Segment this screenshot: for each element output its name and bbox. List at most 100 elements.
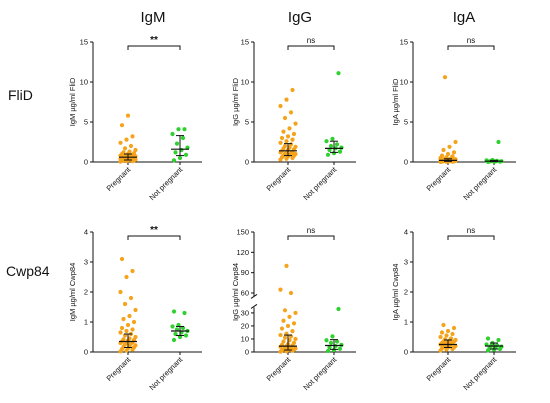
y-tick-label: 3 — [404, 258, 408, 267]
data-point — [447, 144, 452, 149]
y-tick-label: 15 — [400, 38, 408, 47]
data-point — [451, 325, 457, 331]
axis-break-mark — [250, 303, 258, 309]
data-point — [439, 330, 445, 335]
chart-panel: 0 5 10 15 IgM µg/ml FliD Pregnant Not pregnant… — [68, 35, 202, 202]
data-point — [124, 137, 129, 142]
y-tick-label: 0 — [404, 348, 408, 357]
data-point — [336, 306, 341, 312]
column-title-igm: IgM — [140, 9, 165, 26]
data-point — [183, 152, 189, 157]
data-point — [450, 331, 455, 337]
data-point — [284, 139, 289, 144]
data-point — [439, 153, 445, 158]
data-point — [182, 127, 187, 132]
data-point — [282, 143, 288, 149]
data-point — [290, 329, 295, 334]
chart-panel: 0 10 20 30 60 90 120 150 IgG µg/ml Cwp84 Pregnant… — [231, 226, 356, 392]
data-point — [441, 322, 446, 328]
data-point — [122, 301, 128, 307]
x-tick-label: Not pregnant — [147, 164, 185, 202]
data-point — [282, 115, 288, 121]
data-point — [122, 146, 128, 151]
data-point — [445, 328, 451, 334]
x-tick-label: Not pregnant — [301, 354, 339, 392]
data-point — [293, 336, 298, 342]
y-tick-label: 20 — [241, 321, 249, 330]
data-point — [328, 340, 334, 345]
y-tick-label: 0 — [245, 348, 249, 357]
significance-label: ns — [307, 36, 315, 45]
y-tick-label: 0 — [404, 158, 408, 167]
data-point — [133, 307, 138, 313]
column-title-igg: IgG — [288, 9, 312, 26]
data-point — [171, 158, 177, 163]
significance-label: ns — [467, 36, 475, 45]
data-point — [171, 337, 177, 343]
data-point — [131, 151, 137, 156]
data-point — [444, 155, 449, 160]
y-tick-label: 4 — [84, 228, 88, 237]
data-point — [127, 149, 132, 154]
data-point — [278, 287, 283, 292]
row-title-cwp84: Cwp84 — [6, 263, 50, 279]
y-tick-label: 90 — [241, 268, 249, 277]
x-tick-label: Not pregnant — [147, 354, 185, 392]
data-point — [484, 158, 489, 163]
significance-bracket — [127, 45, 181, 50]
data-point — [442, 337, 448, 342]
y-tick-label: 120 — [236, 248, 249, 257]
y-tick-label: 10 — [400, 78, 408, 87]
data-point — [176, 127, 181, 132]
data-point — [444, 333, 449, 338]
y-axis-label: IgA µg/ml FliD — [391, 78, 400, 125]
data-point — [173, 150, 178, 155]
y-axis-label: IgG µg/ml Cwp84 — [231, 263, 240, 321]
data-point — [284, 97, 289, 102]
data-point — [133, 147, 138, 153]
y-tick-label: 5 — [404, 118, 408, 127]
data-point — [121, 337, 126, 342]
y-tick-label: 15 — [80, 38, 88, 47]
data-point — [279, 135, 285, 141]
data-point — [118, 289, 123, 295]
data-point — [496, 139, 501, 145]
data-point — [278, 140, 283, 145]
chart-panel: 0 1 2 3 4 IgA µg/ml Cwp84 Pregnant Not pregnant… — [391, 226, 516, 392]
y-tick-label: 1 — [404, 318, 408, 327]
data-point — [130, 268, 135, 274]
y-tick-label: 0 — [84, 348, 88, 357]
data-point — [496, 337, 501, 343]
chart-panel: 0 5 10 15 IgA µg/ml FliD Pregnant Not pregnant… — [391, 36, 516, 202]
data-point — [325, 152, 331, 157]
data-point — [285, 134, 291, 139]
x-tick-label: Pregnant — [425, 164, 454, 193]
y-tick-label: 150 — [236, 228, 249, 237]
data-point — [290, 137, 295, 142]
data-point — [288, 290, 294, 296]
data-point — [281, 318, 286, 323]
data-point — [485, 336, 491, 341]
y-axis-label: IgA µg/ml Cwp84 — [391, 264, 400, 321]
x-tick-label: Pregnant — [105, 354, 134, 383]
y-axis-label: IgM µg/ml FliD — [68, 77, 77, 126]
y-tick-label: 10 — [80, 78, 88, 87]
significance-bracket — [447, 235, 495, 240]
data-point — [337, 346, 343, 351]
data-point — [174, 141, 180, 146]
chart-panel: 0 1 2 3 4 IgM µg/ml Cwp84 Pregnant Not pregnant… — [68, 225, 202, 392]
y-tick-label: 2 — [84, 288, 88, 297]
data-point — [334, 339, 340, 344]
data-point — [182, 310, 187, 316]
data-point — [125, 322, 131, 328]
data-point — [125, 113, 131, 118]
data-point — [119, 256, 125, 262]
data-point — [325, 348, 331, 354]
y-tick-label: 5 — [84, 118, 88, 127]
data-point — [438, 334, 443, 340]
row-title-flid: FliD — [8, 87, 33, 103]
data-point — [119, 123, 125, 128]
data-point — [339, 342, 344, 347]
data-point — [291, 131, 297, 137]
